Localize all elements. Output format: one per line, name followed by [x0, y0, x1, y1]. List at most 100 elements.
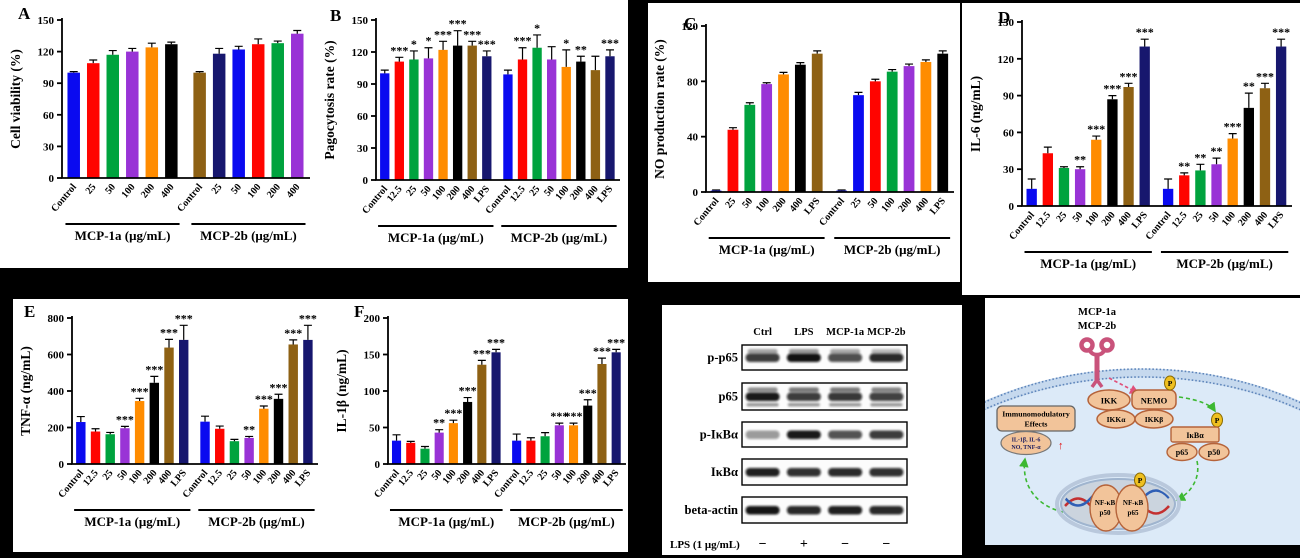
bar — [727, 129, 739, 192]
category-label: LPS — [595, 184, 615, 205]
error-bar — [406, 440, 415, 443]
significance-marker: *** — [299, 311, 317, 325]
blot-band — [745, 468, 780, 477]
category-label: 12.5 — [508, 184, 528, 204]
bar — [67, 72, 80, 178]
error-bar — [150, 375, 159, 383]
error-bar — [492, 348, 501, 353]
y-axis-label: TNF-α (ng/mL) — [18, 346, 33, 436]
error-bar — [837, 189, 846, 191]
bar — [467, 45, 477, 180]
ikk-beta-label: IKKβ — [1145, 415, 1164, 424]
category-label: 50 — [866, 196, 881, 211]
category-label: 400 — [284, 182, 302, 201]
category-label: 25 — [415, 468, 430, 483]
nfkb-p65-line2: p65 — [1128, 509, 1139, 517]
bar — [165, 44, 178, 178]
significance-marker: *** — [1272, 25, 1290, 39]
error-bar — [167, 41, 176, 45]
bar — [576, 61, 586, 180]
significance-marker: *** — [565, 409, 583, 423]
blot-lane-header: MCP-1a — [826, 327, 865, 338]
category-label: 25 — [404, 184, 419, 199]
western-blot-svg: Ctrl LPS MCP-1a MCP-2b p-p65 p65 p-IκBα IκBα bet… — [670, 327, 908, 552]
bar — [491, 352, 501, 464]
significance-marker: ** — [1074, 153, 1086, 167]
group-label: MCP-1a (μg/mL) — [84, 514, 180, 529]
category-label: 12.5 — [385, 184, 405, 204]
y-tick-label: 120 — [38, 47, 55, 59]
bar — [438, 49, 448, 180]
blot-band-upper — [747, 387, 778, 393]
error-bar — [813, 50, 822, 54]
y-tick-label: 30 — [1003, 164, 1015, 176]
significance-marker: *** — [1103, 82, 1121, 96]
y-tick-label: 150 — [364, 350, 381, 362]
significance-marker: *** — [550, 409, 568, 423]
bar — [423, 58, 434, 180]
blot-row-label: beta-actin — [685, 503, 739, 517]
panel-label-c: C — [684, 14, 697, 33]
category-label: LPS — [1130, 210, 1150, 231]
panel-label-a: A — [18, 4, 31, 23]
category-label: 25 — [536, 468, 551, 483]
y-tick-label: 0 — [59, 459, 65, 471]
p65-label: p65 — [1176, 448, 1188, 457]
significance-marker: *** — [1087, 122, 1105, 136]
category-label: Control — [692, 196, 722, 229]
bar — [526, 440, 536, 464]
blot-band — [869, 353, 904, 362]
y-tick-label: 0 — [363, 175, 369, 187]
bar — [193, 72, 206, 178]
category-label: Control — [175, 182, 205, 215]
bar — [448, 423, 458, 464]
significance-marker: * — [411, 37, 417, 51]
bar — [420, 448, 430, 464]
error-bar — [541, 432, 550, 437]
y-tick-label: 0 — [49, 173, 55, 185]
bar — [517, 59, 528, 180]
error-bar — [1244, 92, 1253, 108]
error-bar — [779, 71, 788, 75]
category-label: 50 — [1071, 210, 1086, 225]
category-label: LPS — [293, 468, 313, 489]
panel-label-d: D — [998, 8, 1011, 27]
bar — [477, 364, 487, 464]
error-bar — [482, 50, 491, 57]
y-tick-label: 90 — [43, 78, 55, 90]
bar — [1123, 87, 1134, 206]
significance-marker: *** — [434, 27, 452, 41]
group-label: MCP-1a (μg/mL) — [75, 228, 171, 243]
significance-marker: * — [563, 36, 569, 50]
phospho-badge-nemo-label: P — [1168, 379, 1173, 388]
y-tick-label: 80 — [687, 76, 699, 88]
immunomodulatory-effects: Immunomodulatory Effects IL-1β, IL-6 NO,… — [996, 405, 1076, 456]
category-label: Control — [56, 468, 86, 501]
significance-marker: ** — [1178, 159, 1190, 173]
error-bar — [854, 91, 863, 96]
blot-lane-header: MCP-2b — [867, 327, 906, 338]
bar — [597, 363, 607, 464]
error-bar — [108, 49, 117, 55]
bar-chart-svg: *****************************05010015020… — [334, 313, 626, 529]
error-bar — [439, 40, 448, 50]
chart-phagocytosis-rate: *** * * *** *** *** *** *** * * ** *** 0 30 60 90 120 150… — [320, 4, 624, 266]
blot-row-label: p-IκBα — [700, 428, 738, 442]
bar — [251, 44, 265, 178]
blot-band — [869, 392, 904, 401]
category-label: 100 — [1220, 210, 1238, 229]
bar — [1107, 99, 1118, 206]
significance-marker: ** — [575, 42, 587, 56]
chart-tnf-alpha: *** *** *** *** *** ** *** *** *** *** 0 200 400 600 8… — [16, 302, 322, 550]
bar — [869, 81, 881, 192]
error-bar — [547, 46, 556, 60]
significance-marker: *** — [255, 392, 273, 406]
category-label: 200 — [896, 196, 914, 215]
error-bar — [165, 338, 174, 348]
significance-marker: *** — [478, 37, 496, 51]
error-bar — [468, 40, 477, 46]
bar — [1162, 188, 1174, 206]
bar — [164, 347, 174, 464]
bar — [1275, 46, 1287, 207]
group-label: MCP-1a (μg/mL) — [1040, 256, 1136, 271]
